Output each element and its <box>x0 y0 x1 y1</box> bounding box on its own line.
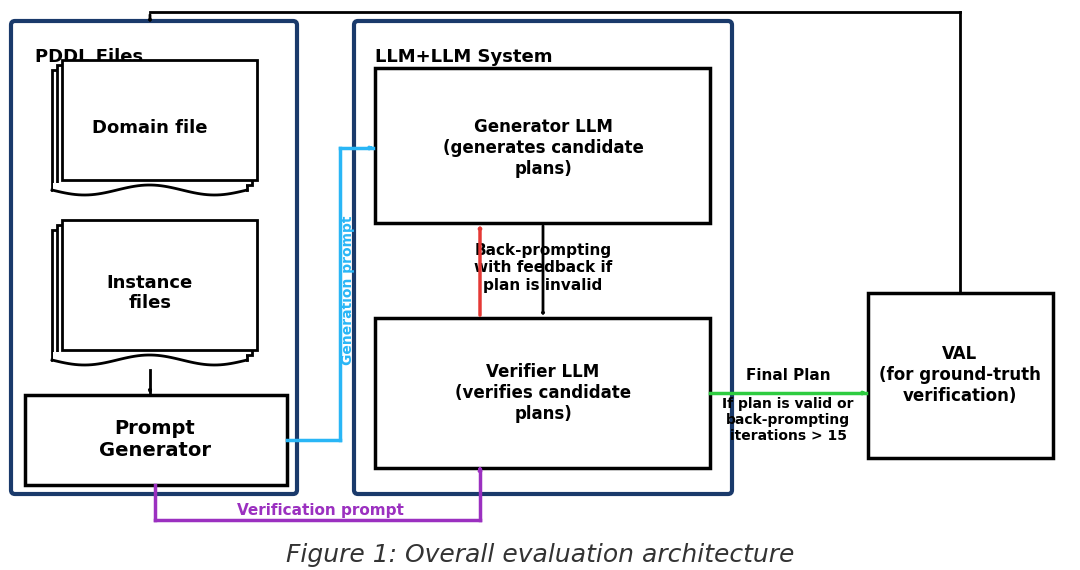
FancyBboxPatch shape <box>354 21 732 494</box>
FancyBboxPatch shape <box>375 318 710 468</box>
Text: Verifier LLM
(verifies candidate
plans): Verifier LLM (verifies candidate plans) <box>455 363 631 423</box>
Text: If plan is valid or
back-prompting
iterations > 15: If plan is valid or back-prompting itera… <box>723 397 854 443</box>
FancyBboxPatch shape <box>868 293 1053 458</box>
FancyBboxPatch shape <box>375 68 710 223</box>
FancyBboxPatch shape <box>11 21 297 494</box>
Text: Final Plan: Final Plan <box>745 368 831 382</box>
FancyBboxPatch shape <box>62 60 257 180</box>
Text: Back-prompting
with feedback if
plan is invalid: Back-prompting with feedback if plan is … <box>474 243 612 293</box>
Text: Verification prompt: Verification prompt <box>237 503 404 518</box>
FancyBboxPatch shape <box>57 225 252 355</box>
FancyBboxPatch shape <box>62 220 257 350</box>
FancyBboxPatch shape <box>52 70 247 190</box>
FancyBboxPatch shape <box>53 352 246 362</box>
Text: VAL
(for ground-truth
verification): VAL (for ground-truth verification) <box>879 345 1041 405</box>
FancyBboxPatch shape <box>52 230 247 360</box>
Text: Instance
files: Instance files <box>107 274 193 312</box>
FancyBboxPatch shape <box>53 183 246 192</box>
Text: Generator LLM
(generates candidate
plans): Generator LLM (generates candidate plans… <box>443 118 644 178</box>
Text: PDDL Files: PDDL Files <box>35 48 144 66</box>
FancyBboxPatch shape <box>57 65 252 185</box>
Text: LLM+LLM System: LLM+LLM System <box>375 48 553 66</box>
Text: Generation prompt: Generation prompt <box>341 215 355 365</box>
Text: Prompt
Generator: Prompt Generator <box>99 420 211 461</box>
Text: Figure 1: Overall evaluation architecture: Figure 1: Overall evaluation architectur… <box>286 543 794 567</box>
Text: Domain file: Domain file <box>92 119 207 137</box>
FancyBboxPatch shape <box>25 395 287 485</box>
